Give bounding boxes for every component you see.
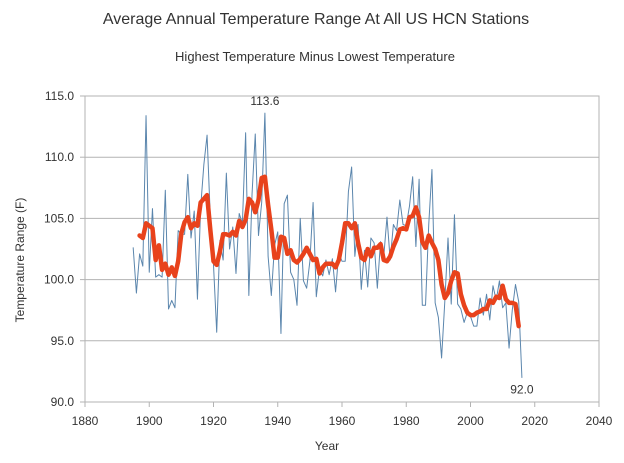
chart-title: Average Annual Temperature Range At All … bbox=[103, 11, 529, 28]
chart-subtitle: Highest Temperature Minus Lowest Tempera… bbox=[175, 49, 455, 64]
x-tick-label: 2040 bbox=[586, 414, 613, 428]
series-line-annual bbox=[132, 112, 523, 379]
series-line-smoothed bbox=[137, 174, 521, 329]
x-tick-label: 1920 bbox=[200, 414, 227, 428]
x-tick-label: 2000 bbox=[457, 414, 484, 428]
y-tick-label: 105.0 bbox=[44, 211, 74, 225]
plot-area-frame bbox=[84, 95, 600, 403]
annotation-label: 113.6 bbox=[250, 94, 279, 108]
x-tick-label: 1880 bbox=[72, 414, 99, 428]
x-tick-label: 1980 bbox=[393, 414, 420, 428]
x-tick-label: 1960 bbox=[329, 414, 356, 428]
x-tick-label: 1940 bbox=[264, 414, 291, 428]
tick-labels: 90.0 95.0 100.0 105.0 110.0 115.0 1880 1900 1920… bbox=[44, 89, 613, 428]
y-axis-label: Temperature Range (F) bbox=[13, 198, 27, 323]
y-tick-label: 90.0 bbox=[51, 395, 75, 409]
series-layer bbox=[132, 112, 523, 379]
y-tick-label: 100.0 bbox=[44, 273, 74, 287]
annotation-label: 92.0 bbox=[510, 383, 534, 397]
y-tick-label: 115.0 bbox=[45, 89, 74, 103]
x-axis-label: Year bbox=[315, 439, 339, 453]
x-tick-label: 2020 bbox=[521, 414, 548, 428]
y-tick-label: 95.0 bbox=[51, 334, 75, 348]
x-tick-label: 1900 bbox=[136, 414, 163, 428]
annotations: 113.6 92.0 bbox=[250, 94, 534, 396]
y-tick-label: 110.0 bbox=[45, 150, 74, 164]
